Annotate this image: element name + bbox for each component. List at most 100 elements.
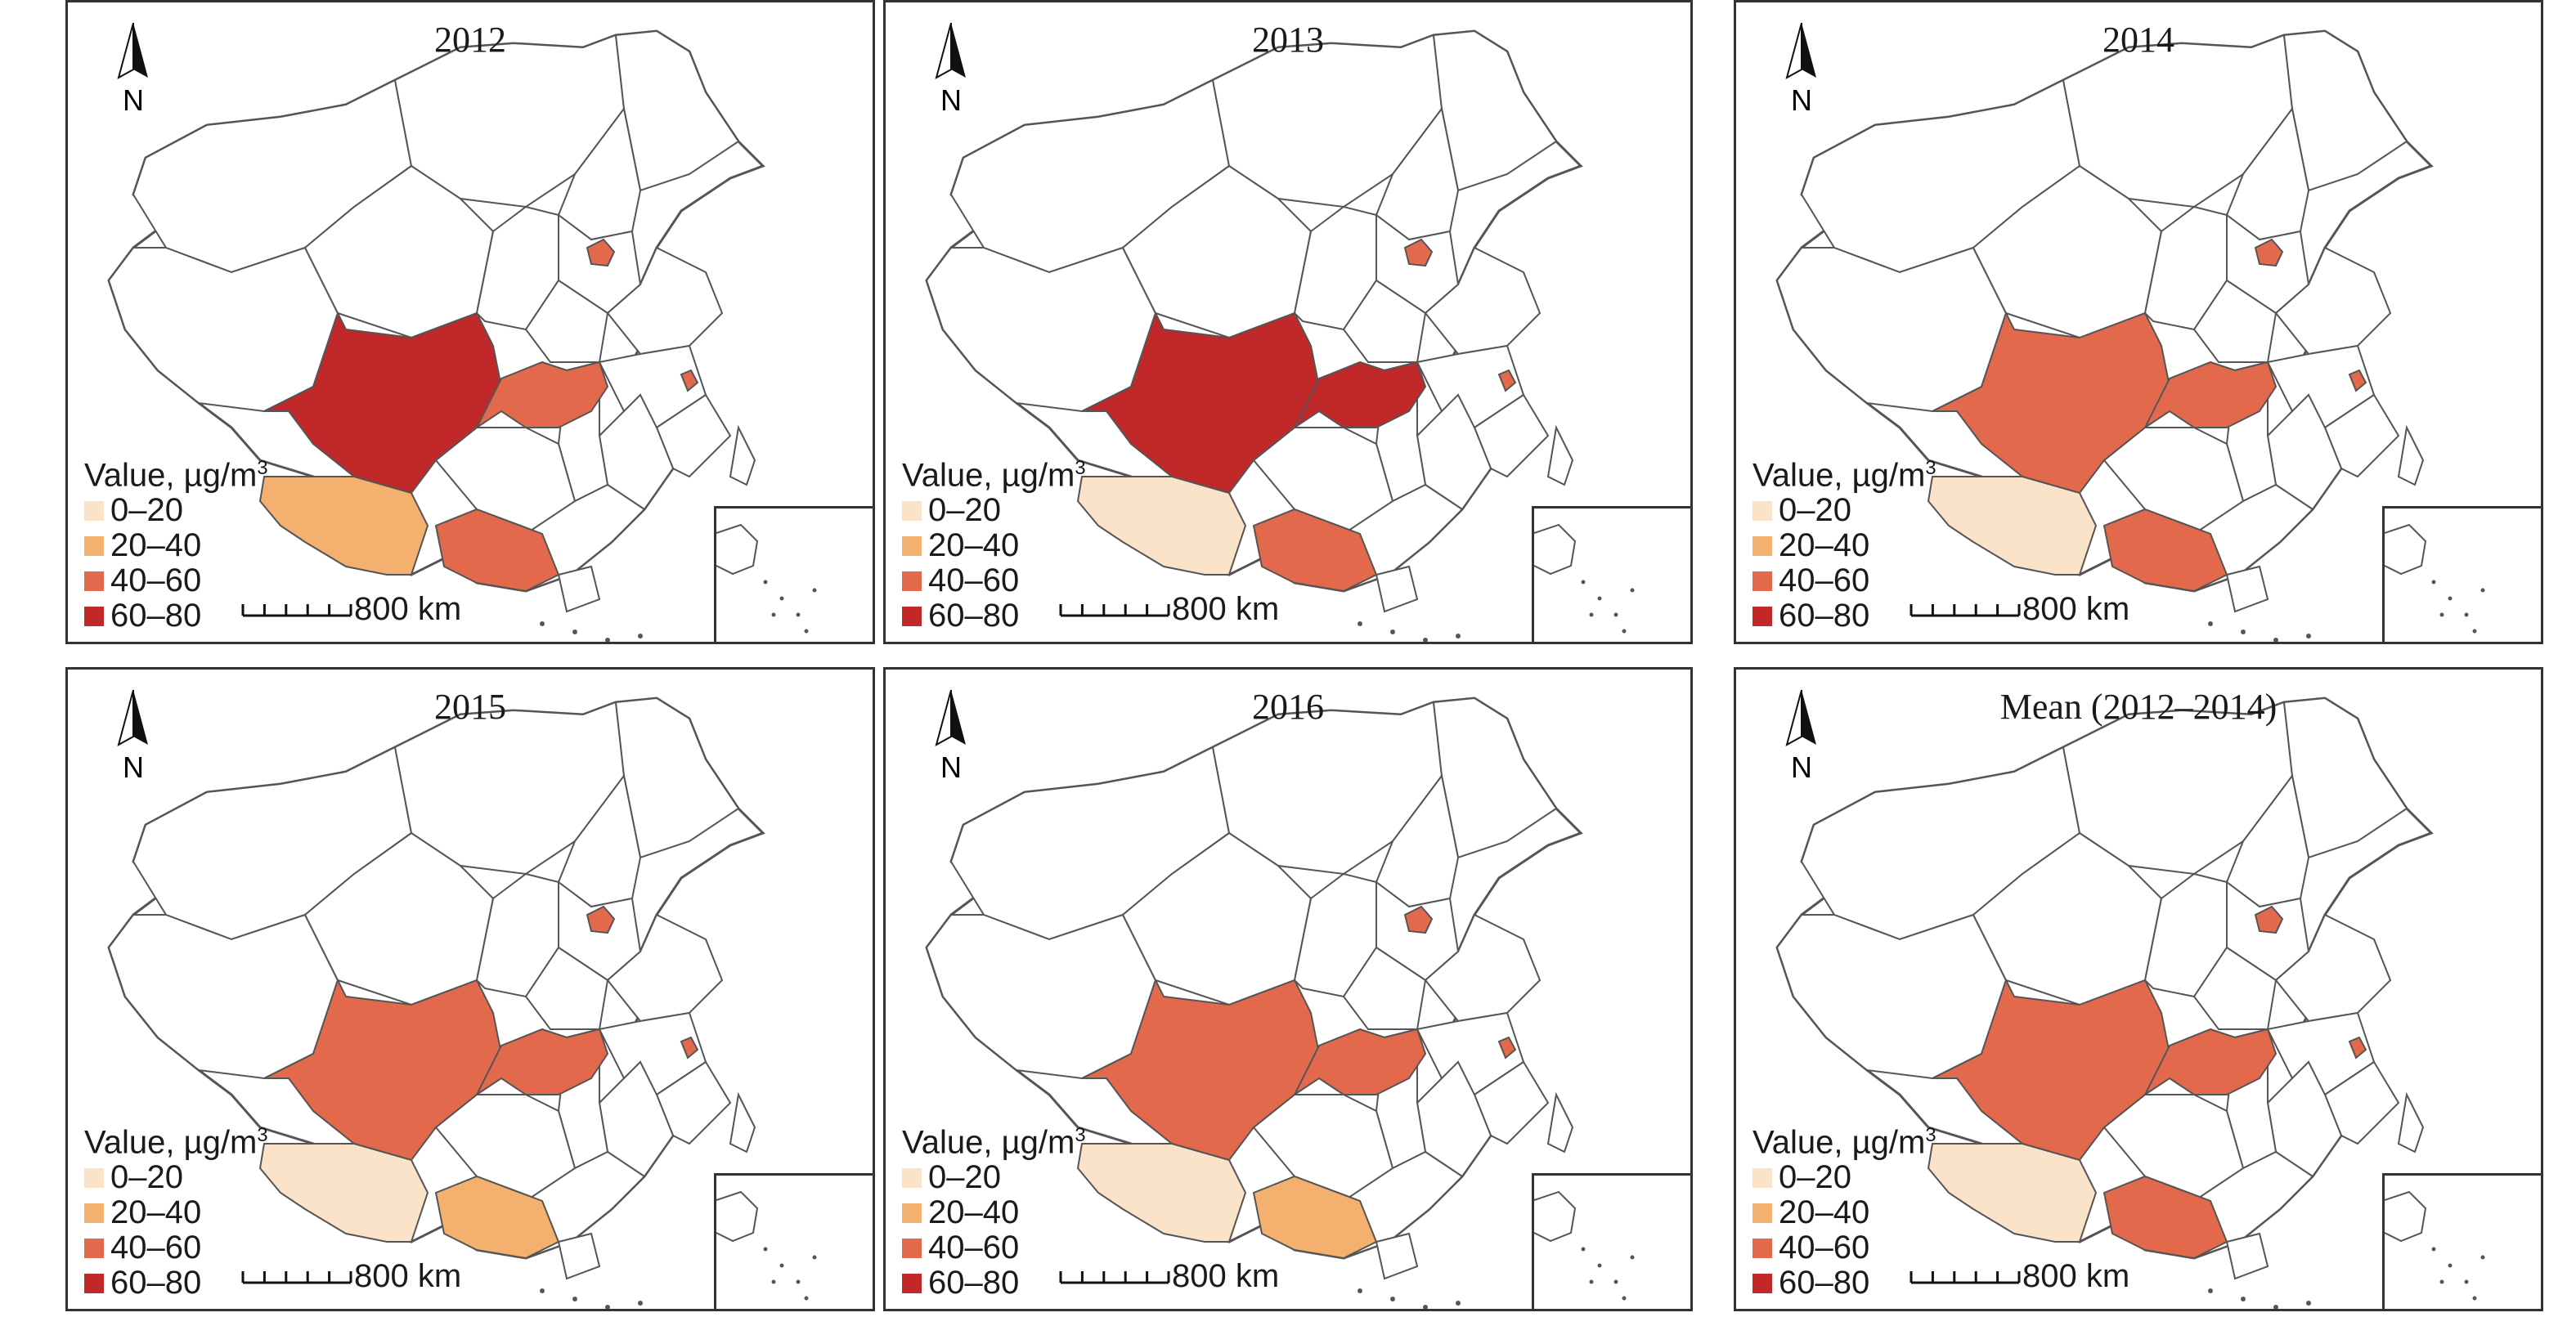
legend-swatch xyxy=(902,606,922,626)
province-hubei xyxy=(474,361,609,430)
legend-item: 0–20 xyxy=(902,493,1086,528)
island-mark xyxy=(1423,1305,1428,1309)
legend-swatch xyxy=(902,571,922,591)
map-panel: N Mean (2012–2014) Value, µg/m3 0–20 20–40 40… xyxy=(1734,667,2543,1311)
panel-title: 2014 xyxy=(2103,20,2174,60)
island-mark xyxy=(2306,634,2311,638)
legend-item: 40–60 xyxy=(902,1230,1086,1266)
province-boundary xyxy=(557,565,601,613)
province-guangxi xyxy=(434,508,560,593)
scale-label: 800 km xyxy=(2022,591,2130,627)
province-shanghai xyxy=(2348,1036,2367,1059)
legend-label: 60–80 xyxy=(928,598,1020,634)
island-mark xyxy=(1423,638,1428,642)
legend-item: 60–80 xyxy=(902,1266,1086,1301)
legend-item: 60–80 xyxy=(1752,1266,1936,1301)
province-boundary xyxy=(524,279,609,363)
legend-item: 0–20 xyxy=(1752,1160,1936,1195)
province-guangxi xyxy=(2103,508,2228,593)
legend-item: 20–40 xyxy=(902,1195,1086,1230)
island-mark xyxy=(1358,1288,1362,1293)
legend-swatch xyxy=(84,606,104,626)
province-boundary xyxy=(1343,483,1464,593)
scale-bar xyxy=(1910,1271,2021,1284)
province-boundary xyxy=(2192,279,2278,363)
north-label: N xyxy=(940,750,962,784)
legend-label: 60–80 xyxy=(1779,1265,1870,1301)
province-guangxi xyxy=(434,1175,560,1260)
province-shanghai xyxy=(2348,369,2367,392)
scale-bar xyxy=(1059,1271,1170,1284)
legend-title: Value, µg/m3 xyxy=(902,1124,1086,1161)
province-yunnan xyxy=(1076,476,1247,576)
legend-swatch xyxy=(1752,571,1772,591)
china-province-map xyxy=(107,29,765,642)
legend-label: 40–60 xyxy=(1779,1230,1870,1266)
province-beijing xyxy=(586,905,616,934)
legend-title: Value, µg/m3 xyxy=(84,1124,268,1161)
scale-label: 800 km xyxy=(2022,1258,2130,1294)
province-boundary xyxy=(1775,246,2008,413)
island-mark xyxy=(605,1305,610,1309)
legend-swatch xyxy=(84,1167,104,1188)
legend: Value, µg/m3 0–20 20–40 40–60 60–80 xyxy=(902,1118,1086,1301)
island-mark xyxy=(2306,1301,2311,1306)
legend-item: 0–20 xyxy=(902,1160,1086,1195)
province-boundary xyxy=(2192,946,2278,1030)
island-mark xyxy=(2241,629,2246,634)
island-mark xyxy=(2208,621,2213,626)
north-label: N xyxy=(1791,83,1812,117)
island-mark xyxy=(1358,621,1362,626)
province-guangxi xyxy=(1252,1175,1378,1260)
legend-label: 20–40 xyxy=(1779,527,1870,564)
scale-label: 800 km xyxy=(1172,591,1280,627)
legend-item: 40–60 xyxy=(84,563,268,598)
province-yunnan xyxy=(258,1143,429,1243)
legend-swatch xyxy=(84,1203,104,1223)
province-boundary xyxy=(2397,1091,2425,1154)
province-shanghai xyxy=(680,1036,699,1059)
island-mark xyxy=(1456,1301,1461,1306)
island-mark xyxy=(1390,1297,1395,1301)
legend-title: Value, µg/m3 xyxy=(1752,1124,1936,1161)
scale-bar xyxy=(241,604,352,617)
province-boundary xyxy=(2193,483,2314,593)
legend-swatch xyxy=(1752,606,1772,626)
north-label: N xyxy=(940,83,962,117)
province-boundary xyxy=(525,1150,646,1260)
legend-swatch xyxy=(84,535,104,556)
province-shanghai xyxy=(1497,369,1517,392)
legend-label: 0–20 xyxy=(110,1159,183,1196)
legend-item: 0–20 xyxy=(84,493,268,528)
north-label: N xyxy=(1791,750,1812,784)
province-boundary xyxy=(2225,1232,2269,1280)
legend-item: 60–80 xyxy=(84,598,268,634)
island-mark xyxy=(638,634,643,638)
island-mark xyxy=(572,1297,577,1301)
china-province-map xyxy=(1775,29,2434,642)
province-yunnan xyxy=(1076,1143,1247,1243)
province-boundary xyxy=(1546,424,1574,486)
legend-swatch xyxy=(84,571,104,591)
panel-title: 2016 xyxy=(1252,687,1324,727)
province-boundary xyxy=(729,424,756,486)
inset-map xyxy=(1532,506,1690,642)
legend-item: 60–80 xyxy=(902,598,1086,634)
legend-label: 0–20 xyxy=(1779,492,1851,529)
legend-item: 40–60 xyxy=(902,563,1086,598)
province-hubei xyxy=(1292,361,1427,430)
province-boundary xyxy=(1343,1150,1464,1260)
map-panel: N 2014 Value, µg/m3 0–20 20–40 40–60 60–80 800 … xyxy=(1734,0,2543,644)
island-mark xyxy=(1456,634,1461,638)
legend-label: 40–60 xyxy=(110,1230,202,1266)
island-mark xyxy=(605,638,610,642)
legend-label: 20–40 xyxy=(928,527,1020,564)
legend-item: 60–80 xyxy=(84,1266,268,1301)
island-mark xyxy=(1390,629,1395,634)
north-arrow-icon: N xyxy=(935,689,966,784)
legend-swatch xyxy=(902,1203,922,1223)
north-arrow-icon: N xyxy=(117,689,148,784)
legend-label: 60–80 xyxy=(928,1265,1020,1301)
province-boundary xyxy=(925,246,1157,413)
